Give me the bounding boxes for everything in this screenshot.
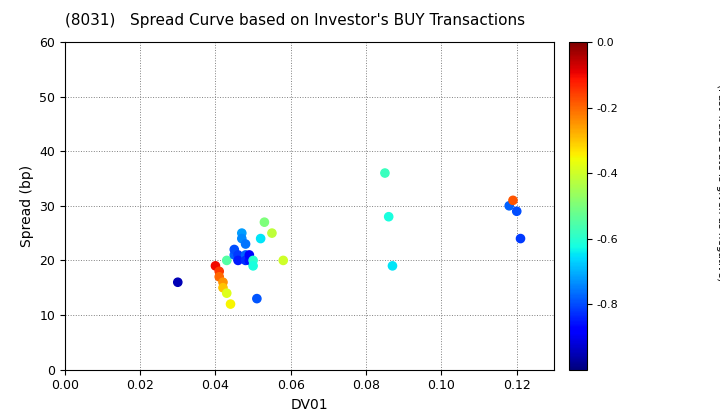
Point [248, 257, 259, 264]
Text: (8031)   Spread Curve based on Investor's BUY Transactions: (8031) Spread Curve based on Investor's … [65, 13, 525, 28]
Point [511, 208, 523, 215]
Point [213, 268, 225, 275]
Point [228, 246, 240, 253]
Point [387, 262, 398, 269]
Point [172, 279, 184, 286]
Point [233, 252, 244, 258]
Point [221, 290, 233, 297]
Point [221, 257, 233, 264]
Point [515, 235, 526, 242]
Point [236, 230, 248, 236]
Point [213, 273, 225, 280]
Point [217, 279, 229, 286]
Point [248, 262, 259, 269]
Point [225, 301, 236, 307]
Text: Time in years between 5/2/2025 and Trade Date
(Past Trade Date is given as negat: Time in years between 5/2/2025 and Trade… [716, 84, 720, 336]
Point [507, 197, 518, 204]
Point [233, 257, 244, 264]
Point [255, 235, 266, 242]
Point [240, 252, 251, 258]
Point [277, 257, 289, 264]
Point [383, 213, 395, 220]
X-axis label: DV01: DV01 [291, 398, 328, 412]
Point [251, 295, 263, 302]
Point [266, 230, 278, 236]
Y-axis label: Spread (bp): Spread (bp) [19, 165, 34, 247]
Point [228, 252, 240, 258]
Point [210, 262, 221, 269]
Point [258, 219, 270, 226]
Point [503, 202, 515, 209]
Point [217, 284, 229, 291]
Point [243, 257, 255, 264]
Point [240, 241, 251, 247]
Point [379, 170, 391, 176]
Point [240, 257, 251, 264]
Point [243, 252, 255, 258]
Point [236, 235, 248, 242]
